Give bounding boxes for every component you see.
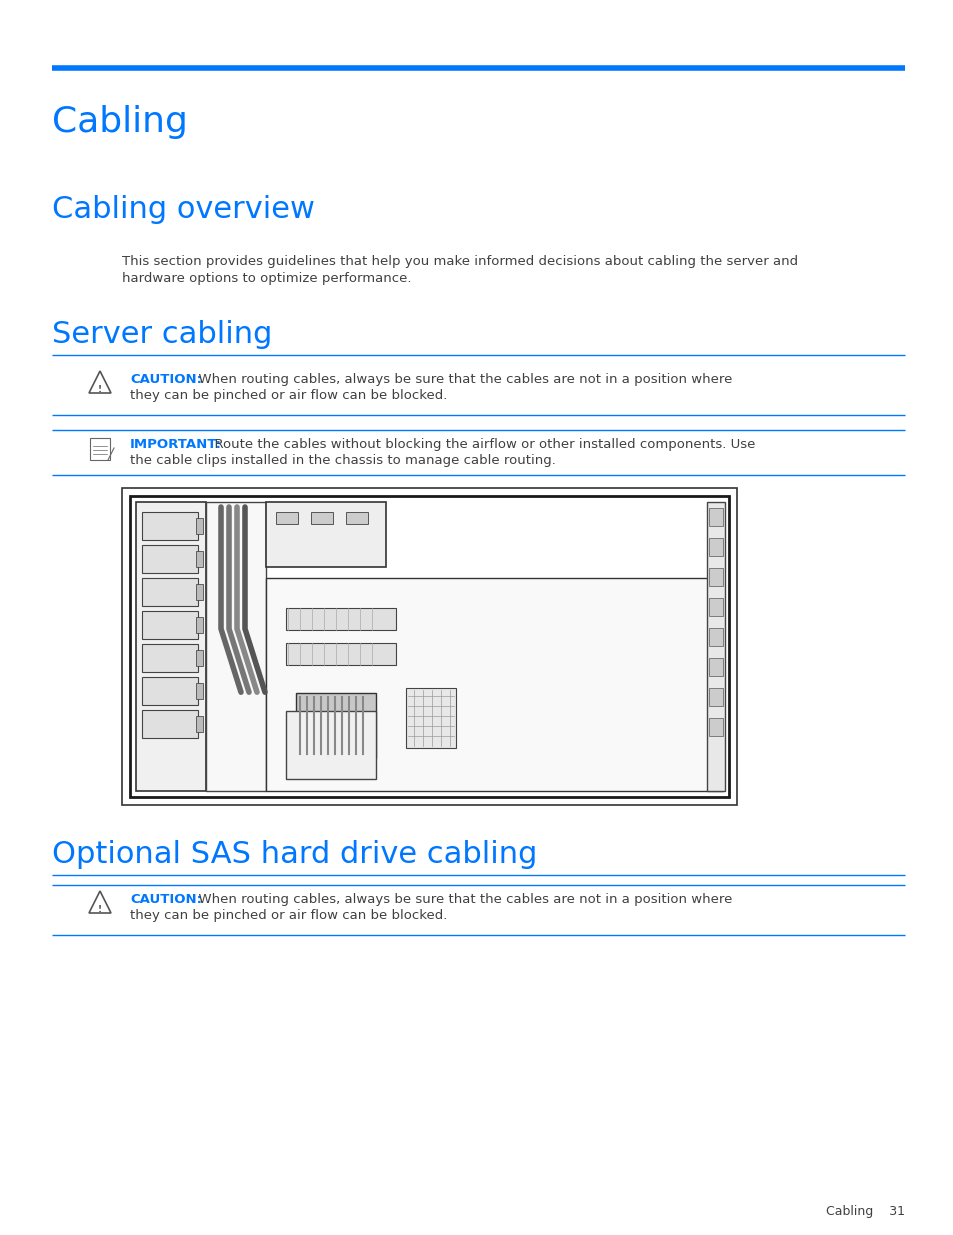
- Bar: [136, 501, 206, 790]
- Text: CAUTION:: CAUTION:: [130, 893, 202, 906]
- Text: they can be pinched or air flow can be blocked.: they can be pinched or air flow can be b…: [130, 389, 447, 403]
- Text: IMPORTANT:: IMPORTANT:: [130, 438, 222, 451]
- Text: the cable clips installed in the chassis to manage cable routing.: the cable clips installed in the chassis…: [130, 454, 556, 467]
- Bar: [346, 513, 368, 524]
- Bar: [195, 584, 203, 600]
- Bar: [90, 438, 110, 459]
- Text: This section provides guidelines that help you make informed decisions about cab: This section provides guidelines that he…: [122, 254, 798, 268]
- Text: When routing cables, always be sure that the cables are not in a position where: When routing cables, always be sure that…: [190, 893, 732, 906]
- Bar: [708, 658, 722, 676]
- Bar: [195, 551, 203, 567]
- Bar: [195, 517, 203, 534]
- Bar: [706, 501, 724, 790]
- Text: When routing cables, always be sure that the cables are not in a position where: When routing cables, always be sure that…: [190, 373, 732, 387]
- Bar: [708, 688, 722, 706]
- Bar: [295, 693, 375, 758]
- Bar: [142, 545, 198, 573]
- Bar: [266, 578, 722, 790]
- Text: !: !: [98, 384, 102, 394]
- Bar: [142, 643, 198, 672]
- Bar: [286, 643, 395, 664]
- Bar: [708, 538, 722, 556]
- Text: hardware options to optimize performance.: hardware options to optimize performance…: [122, 272, 411, 285]
- Bar: [275, 513, 297, 524]
- Bar: [708, 598, 722, 616]
- Bar: [142, 611, 198, 638]
- Text: CAUTION:: CAUTION:: [130, 373, 202, 387]
- Bar: [195, 618, 203, 634]
- Bar: [206, 501, 266, 790]
- Bar: [406, 688, 456, 748]
- Text: Cabling overview: Cabling overview: [52, 195, 314, 224]
- Text: Cabling: Cabling: [52, 105, 188, 140]
- Bar: [266, 501, 386, 567]
- Bar: [142, 513, 198, 540]
- Bar: [286, 608, 395, 630]
- Bar: [708, 718, 722, 736]
- Text: Route the cables without blocking the airflow or other installed components. Use: Route the cables without blocking the ai…: [206, 438, 755, 451]
- Bar: [708, 568, 722, 585]
- Text: !: !: [98, 904, 102, 914]
- Bar: [142, 710, 198, 739]
- Text: Cabling    31: Cabling 31: [825, 1205, 904, 1218]
- Bar: [311, 513, 333, 524]
- Bar: [195, 650, 203, 666]
- Bar: [142, 578, 198, 606]
- Bar: [122, 488, 737, 805]
- Bar: [286, 711, 375, 779]
- Bar: [142, 677, 198, 705]
- Bar: [195, 716, 203, 732]
- Bar: [708, 629, 722, 646]
- Text: Optional SAS hard drive cabling: Optional SAS hard drive cabling: [52, 840, 537, 869]
- Bar: [708, 508, 722, 526]
- Bar: [130, 496, 728, 797]
- Text: Server cabling: Server cabling: [52, 320, 273, 350]
- Bar: [195, 683, 203, 699]
- Text: they can be pinched or air flow can be blocked.: they can be pinched or air flow can be b…: [130, 909, 447, 923]
